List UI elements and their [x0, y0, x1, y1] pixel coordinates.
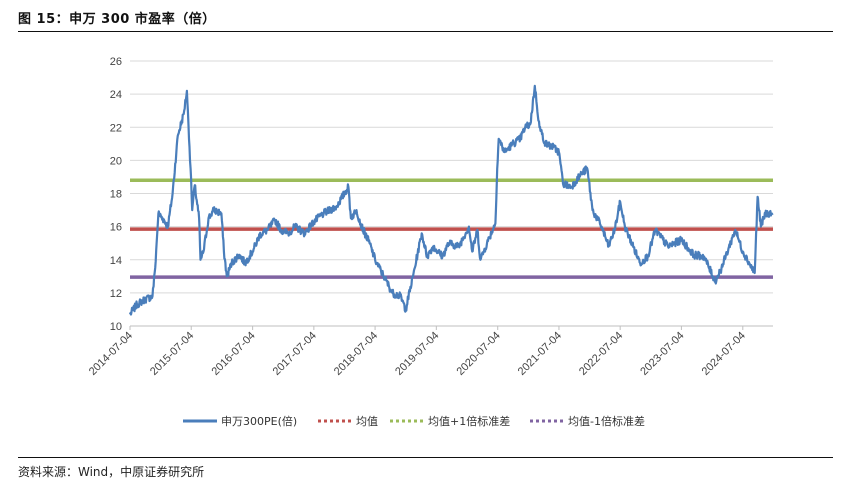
y-tick-label: 14 — [110, 255, 122, 267]
grid-lines — [130, 60, 773, 327]
x-tick-label: 2020-07-04 — [455, 330, 503, 378]
y-tick-label: 22 — [110, 122, 122, 134]
series-layer — [128, 84, 774, 316]
reference-lines — [130, 178, 773, 279]
x-tick-label: 2018-07-04 — [332, 330, 380, 378]
y-tick-label: 16 — [110, 222, 122, 234]
y-tick-label: 12 — [110, 288, 122, 300]
y-tick-label: 18 — [110, 189, 122, 201]
legend-label: 均值-1倍标准差 — [568, 414, 645, 428]
y-tick-label: 10 — [110, 321, 122, 333]
x-axis: 2014-07-04 2015-07-04 2016-07-04 2017-07-04… — [87, 325, 773, 378]
figure-title: 图 15：申万 300 市盈率（倍） — [18, 12, 216, 27]
title-rule — [18, 31, 833, 32]
legend-label: 均值+1倍标准差 — [428, 414, 510, 428]
source-rule — [18, 457, 833, 458]
y-axis: 10 12 14 16 18 20 22 24 26 — [110, 56, 122, 333]
x-tick-label: 2017-07-04 — [271, 330, 319, 378]
x-tick-label: 2019-07-04 — [393, 330, 441, 378]
y-tick-label: 24 — [110, 89, 122, 101]
legend-label: 均值 — [356, 415, 378, 428]
pe-series-line — [128, 84, 774, 316]
legend: 申万300PE(倍) 均值 均值+1倍标准差 均值-1倍标准差 — [183, 414, 645, 428]
x-tick-label: 2015-07-04 — [148, 330, 196, 378]
y-tick-label: 20 — [110, 155, 122, 167]
source-note: 资料来源：Wind，中原证券研究所 — [18, 465, 205, 479]
x-tick-label: 2022-07-04 — [577, 330, 625, 378]
x-tick-label: 2024-07-04 — [700, 330, 748, 378]
legend-label: 申万300PE(倍) — [221, 414, 297, 428]
x-tick-label: 2023-07-04 — [638, 330, 686, 378]
y-tick-label: 26 — [110, 56, 122, 68]
x-tick-label: 2016-07-04 — [209, 330, 257, 378]
x-tick-label: 2021-07-04 — [516, 330, 564, 378]
x-tick-label: 2014-07-04 — [87, 330, 135, 378]
